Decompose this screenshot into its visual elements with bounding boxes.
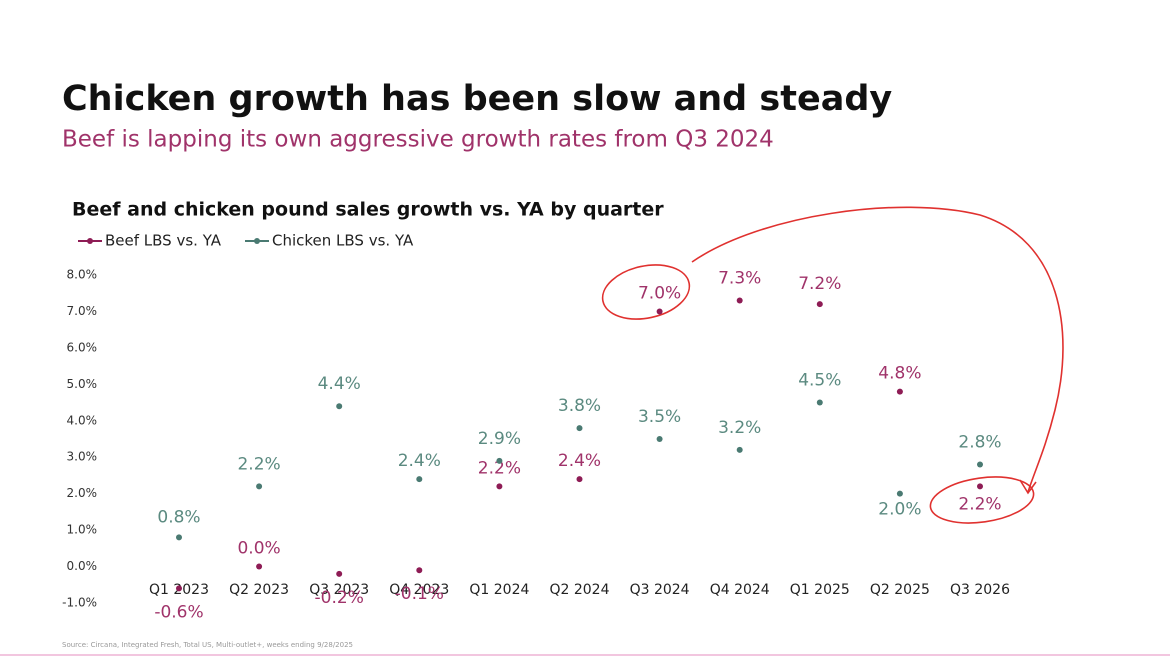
- y-tick-label: 5.0%: [67, 377, 98, 391]
- x-tick-label: Q4 2024: [710, 582, 770, 598]
- y-tick-label: 2.0%: [67, 486, 98, 500]
- annotation-arrowhead: [1019, 479, 1037, 495]
- data-label: 2.2%: [958, 494, 1001, 514]
- data-point: [736, 446, 743, 453]
- data-point: [736, 297, 743, 304]
- page-subtitle: Beef is lapping its own aggressive growt…: [62, 127, 774, 153]
- data-point: [256, 483, 263, 490]
- y-tick-label: 4.0%: [67, 413, 98, 427]
- data-label: -0.6%: [154, 602, 203, 622]
- data-point: [896, 388, 903, 395]
- legend-label: Beef LBS vs. YA: [105, 232, 222, 250]
- data-label: 7.2%: [798, 274, 841, 294]
- legend-marker: [254, 238, 260, 244]
- data-point: [496, 457, 503, 464]
- data-point: [416, 567, 423, 574]
- data-label: 3.8%: [558, 396, 601, 416]
- data-label: 2.4%: [398, 451, 441, 471]
- data-point: [656, 436, 663, 442]
- y-tick-label: 0.0%: [67, 559, 98, 573]
- y-tick-label: 7.0%: [67, 304, 98, 318]
- data-point: [416, 476, 423, 483]
- data-label: 2.2%: [237, 454, 280, 474]
- data-point: [896, 490, 903, 497]
- data-point: [656, 308, 663, 315]
- data-point: [496, 483, 503, 490]
- data-point: [576, 425, 583, 432]
- data-label: 3.5%: [638, 407, 681, 427]
- y-tick-label: 1.0%: [67, 523, 98, 537]
- data-label: 2.9%: [478, 429, 521, 449]
- annotations: [601, 206, 1064, 524]
- data-point: [176, 585, 182, 592]
- data-label: 2.4%: [558, 451, 601, 471]
- data-label: 2.0%: [878, 500, 921, 520]
- annotation-arrow: [691, 206, 1064, 493]
- chart-title: Beef and chicken pound sales growth vs. …: [72, 199, 664, 221]
- x-tick-label: Q2 2025: [870, 582, 930, 598]
- x-tick-label: Q3 2023: [309, 582, 369, 598]
- page-title: Chicken growth has been slow and steady: [62, 79, 892, 119]
- data-point: [977, 483, 983, 490]
- data-point: [336, 570, 343, 577]
- source-note: Source: Circana, Integrated Fresh, Total…: [62, 641, 353, 649]
- data-label: 4.4%: [318, 374, 361, 394]
- y-tick-label: -1.0%: [62, 596, 97, 610]
- data-label: 2.8%: [958, 433, 1001, 453]
- data-point: [816, 301, 823, 308]
- x-tick-label: Q2 2024: [549, 582, 609, 598]
- data-point: [256, 563, 263, 570]
- y-tick-label: 6.0%: [67, 340, 98, 354]
- legend-marker: [87, 238, 93, 244]
- x-tick-label: Q1 2025: [790, 582, 850, 598]
- data-label: 7.3%: [718, 269, 761, 289]
- data-label: 4.8%: [878, 364, 921, 384]
- x-tick-label: Q3 2026: [950, 582, 1010, 598]
- data-point: [336, 403, 343, 410]
- x-tick-label: Q2 2023: [229, 582, 289, 598]
- data-label: 7.0%: [638, 283, 681, 303]
- y-tick-label: 8.0%: [67, 268, 98, 282]
- data-label: 0.0%: [237, 539, 280, 559]
- data-point: [977, 461, 983, 468]
- annotation-circle: [929, 476, 1035, 524]
- annotation-circle: [601, 264, 691, 320]
- data-label: -0.2%: [315, 588, 364, 608]
- data-label: -0.1%: [395, 584, 444, 604]
- data-label: 2.2%: [478, 458, 521, 478]
- data-label: 0.8%: [157, 507, 200, 527]
- legend-label: Chicken LBS vs. YA: [272, 232, 414, 250]
- data-label: 3.2%: [718, 418, 761, 438]
- data-point: [176, 534, 182, 541]
- data-point: [816, 399, 823, 406]
- x-tick-label: Q3 2024: [630, 582, 690, 598]
- data-label: 4.5%: [798, 371, 841, 391]
- plot: -1.0% 0.0% 1.0% 2.0% 3.0% 4.0% 5.0% 6.0% 7.0% 8.0…: [62, 232, 1010, 623]
- data-point: [576, 476, 583, 483]
- y-tick-label: 3.0%: [67, 450, 98, 464]
- x-tick-label: Q1 2024: [469, 582, 529, 598]
- x-tick-label: Q4 2023: [389, 582, 449, 598]
